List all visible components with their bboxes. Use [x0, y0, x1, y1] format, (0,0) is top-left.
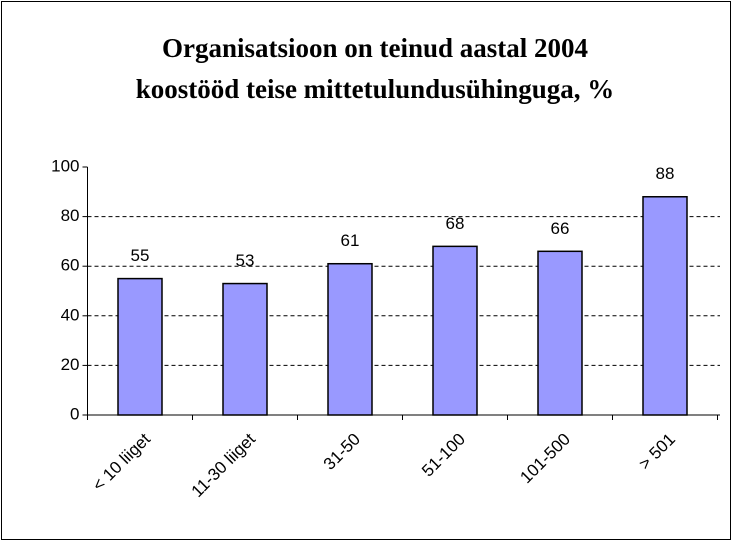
value-label: 66 [551, 219, 570, 238]
y-tick-label: 60 [61, 256, 80, 275]
bar [642, 196, 688, 416]
chart-title: koostööd teise mittetulundusühinguga, % [136, 74, 615, 104]
bar [432, 245, 478, 416]
bar [117, 277, 163, 416]
value-label: 55 [131, 246, 150, 265]
bar [222, 282, 268, 416]
chart-title: Organisatsioon on teinud aastal 2004 [162, 33, 588, 63]
bar [327, 262, 373, 416]
value-label: 61 [341, 231, 360, 250]
y-tick-label: 100 [51, 156, 79, 175]
value-label: 53 [236, 251, 255, 270]
value-label: 68 [446, 214, 465, 233]
y-tick-label: 20 [61, 355, 80, 374]
value-label: 88 [656, 164, 675, 183]
bar [537, 250, 583, 416]
y-tick-label: 80 [61, 206, 80, 225]
y-tick-label: 0 [70, 404, 79, 423]
y-tick-label: 40 [61, 305, 80, 324]
